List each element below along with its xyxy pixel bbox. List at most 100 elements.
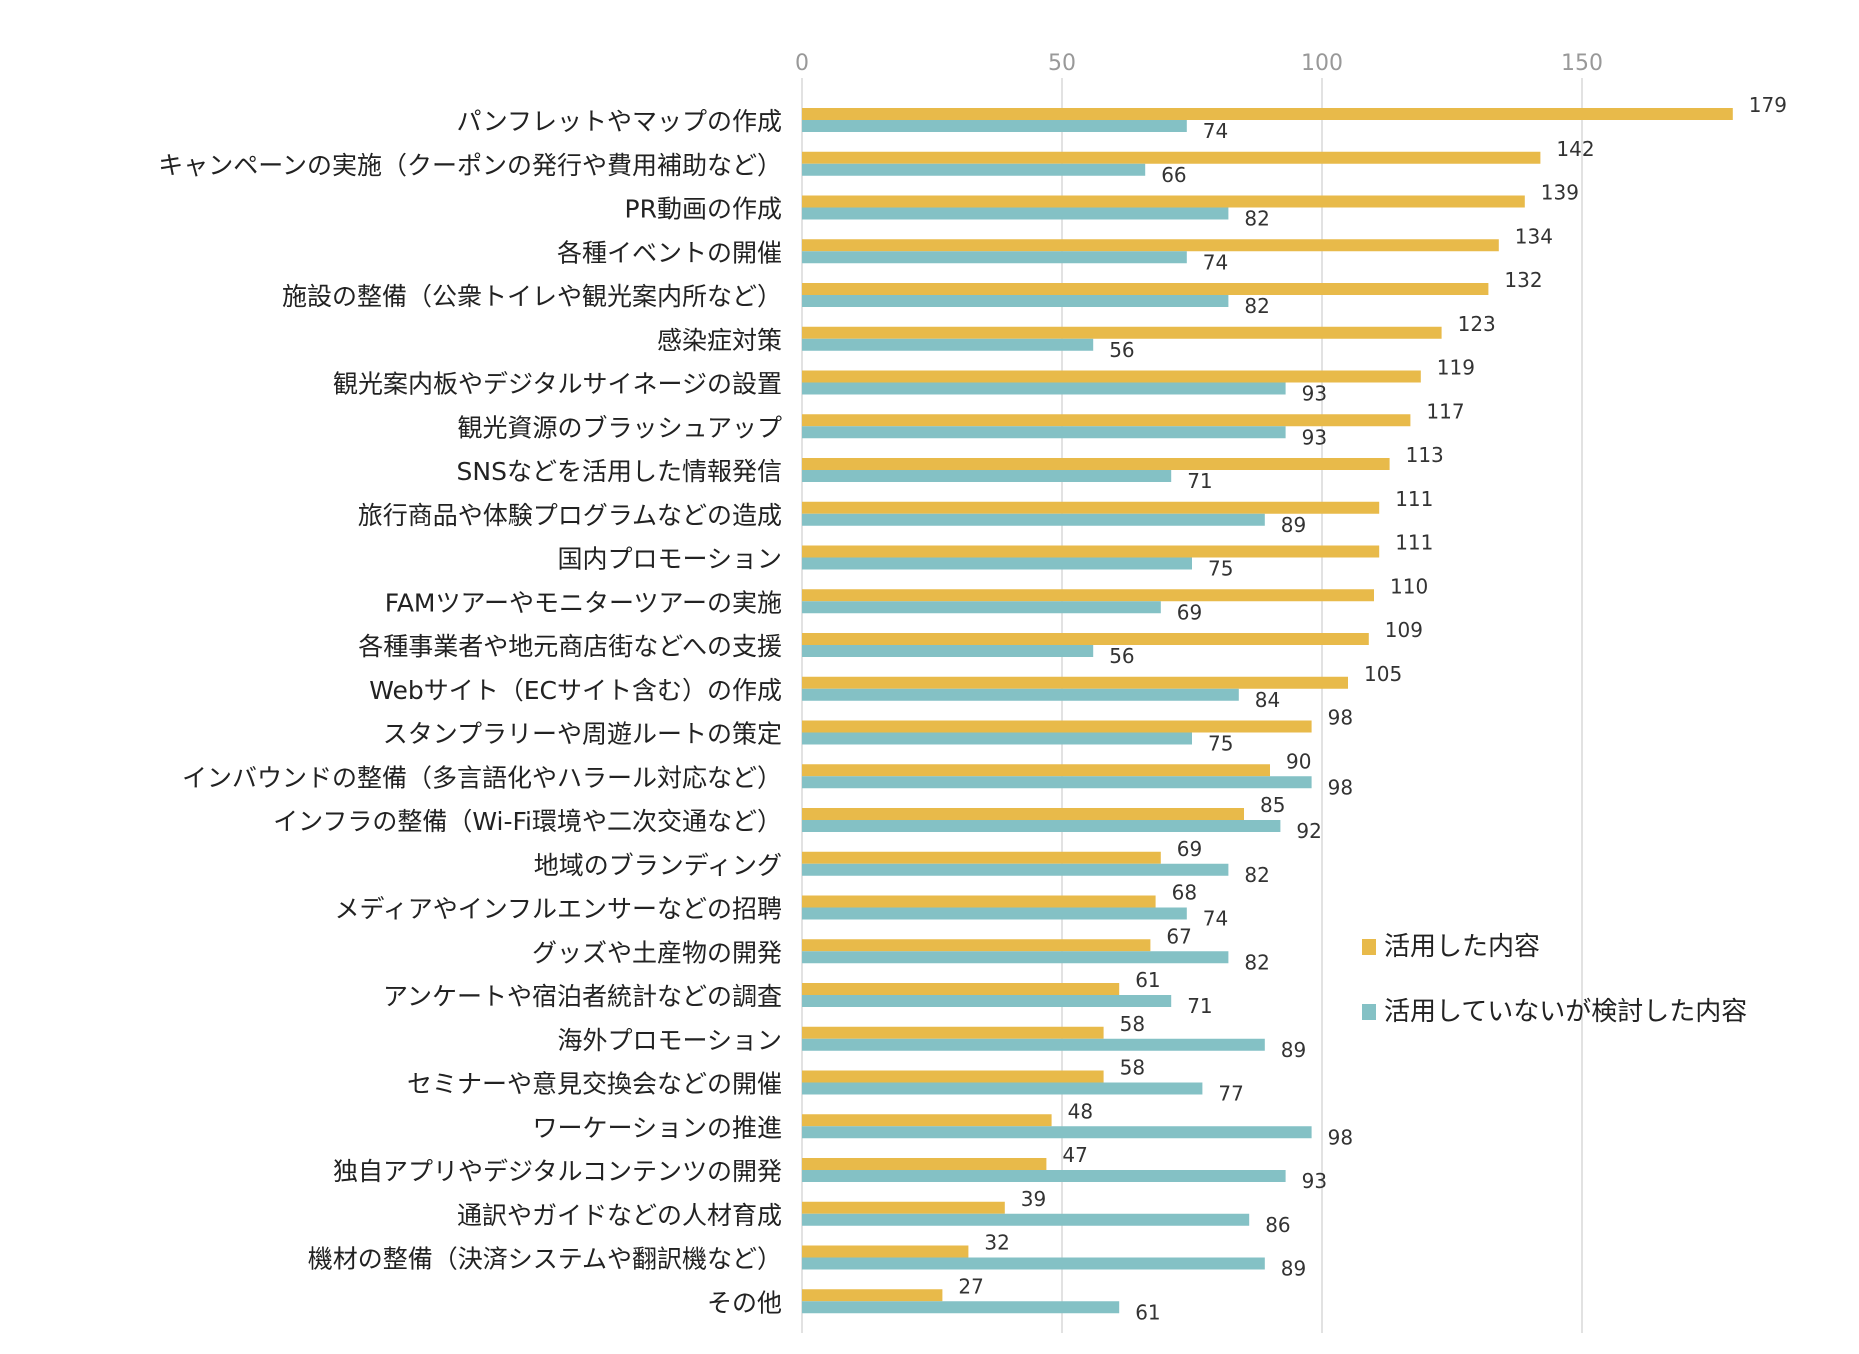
data-label: 86	[1265, 1213, 1290, 1237]
category-label: 海外プロモーション	[557, 1026, 782, 1055]
category-label: 国内プロモーション	[557, 545, 782, 574]
bar-used	[802, 895, 1156, 908]
bar-considered	[802, 863, 1229, 876]
data-label: 47	[1062, 1143, 1087, 1167]
data-label: 32	[984, 1231, 1009, 1255]
category-label: Webサイト（ECサイト含む）の作成	[369, 676, 782, 705]
category-label: 観光資源のブラッシュアップ	[457, 413, 782, 442]
legend-label: 活用していないが検討した内容	[1384, 997, 1747, 1027]
category-label: パンフレットやマップの作成	[456, 107, 782, 136]
bar-used	[802, 1289, 943, 1302]
category-label: SNSなどを活用した情報発信	[457, 457, 782, 486]
bar-used	[802, 676, 1348, 689]
bar-used	[802, 851, 1161, 864]
bar-used	[802, 1026, 1104, 1039]
bar-considered	[802, 907, 1187, 920]
category-label: 各種事業者や地元商店街などへの支援	[358, 632, 782, 661]
x-tick-label: 100	[1301, 51, 1343, 76]
data-label: 58	[1120, 1012, 1145, 1036]
category-label: PR動画の作成	[625, 195, 782, 224]
data-label: 58	[1120, 1056, 1145, 1080]
bar-considered	[802, 601, 1161, 614]
bar-considered	[802, 1170, 1286, 1182]
bar-considered	[802, 1126, 1312, 1139]
bar-considered	[802, 776, 1312, 789]
bar-used	[802, 326, 1442, 339]
bar-considered	[802, 426, 1286, 439]
data-label: 82	[1244, 950, 1269, 974]
bar-used	[802, 1158, 1047, 1170]
data-label: 82	[1244, 294, 1269, 318]
category-label: 各種イベントの開催	[557, 238, 782, 267]
data-label: 74	[1203, 250, 1228, 274]
bar-considered	[802, 295, 1229, 307]
data-label: 84	[1255, 688, 1280, 712]
data-label: 27	[958, 1274, 983, 1298]
category-label: 観光案内板やデジタルサイネージの設置	[333, 370, 782, 399]
category-label: ワーケーションの推進	[532, 1113, 782, 1142]
bar-considered	[802, 338, 1094, 351]
category-label: 感染症対策	[657, 326, 782, 355]
data-label: 48	[1068, 1099, 1093, 1123]
bar-considered	[802, 995, 1172, 1007]
data-label: 109	[1385, 618, 1423, 642]
data-label: 139	[1541, 181, 1579, 205]
data-label: 61	[1135, 1300, 1160, 1324]
bar-considered	[802, 820, 1281, 832]
category-label: 通訳やガイドなどの人材育成	[457, 1201, 782, 1230]
data-label: 93	[1302, 382, 1327, 406]
category-label: グッズや土産物の開発	[532, 938, 782, 967]
bar-considered	[802, 120, 1187, 132]
data-label: 113	[1406, 443, 1444, 467]
category-label: 施設の整備（公衆トイレや観光案内所など）	[282, 282, 782, 311]
bar-used	[802, 108, 1733, 120]
bar-considered	[802, 951, 1229, 964]
data-label: 75	[1208, 732, 1233, 756]
data-label: 117	[1426, 399, 1464, 423]
bar-considered	[802, 557, 1192, 570]
bar-used	[802, 1070, 1104, 1083]
x-tick-label: 0	[795, 51, 809, 76]
bar-used	[802, 983, 1120, 995]
bar-used	[802, 720, 1312, 733]
data-label: 93	[1302, 1169, 1327, 1193]
data-label: 142	[1556, 137, 1594, 161]
x-tick-label: 150	[1561, 51, 1603, 76]
data-label: 134	[1515, 224, 1553, 248]
data-label: 123	[1458, 312, 1496, 336]
data-label: 111	[1395, 531, 1433, 555]
category-label: スタンプラリーや周遊ルートの策定	[383, 720, 782, 749]
data-label: 61	[1135, 968, 1160, 992]
category-label: FAMツアーやモニターツアーの実施	[385, 588, 782, 617]
category-label: 機材の整備（決済システムや翻訳機など）	[308, 1245, 782, 1274]
data-label: 89	[1281, 1257, 1306, 1281]
data-label: 82	[1244, 863, 1269, 887]
bar-considered	[802, 163, 1146, 176]
data-label: 82	[1244, 207, 1269, 231]
data-label: 89	[1281, 1038, 1306, 1062]
data-label: 66	[1161, 163, 1186, 187]
data-label: 98	[1328, 706, 1353, 730]
category-label: 地域のブランディング	[534, 851, 782, 880]
bar-used	[802, 195, 1525, 208]
bar-used	[802, 458, 1390, 470]
category-label: メディアやインフルエンサーなどの招聘	[334, 895, 782, 924]
data-label: 179	[1749, 93, 1787, 117]
category-label: インフラの整備（Wi-Fi環境や二次交通など）	[273, 807, 782, 836]
x-tick-label: 50	[1048, 51, 1076, 76]
data-label: 98	[1328, 775, 1353, 799]
data-label: 110	[1390, 574, 1428, 598]
category-label: その他	[707, 1288, 782, 1317]
bar-used	[802, 764, 1270, 777]
data-label: 69	[1177, 837, 1202, 861]
data-label: 67	[1166, 924, 1191, 948]
bar-considered	[802, 470, 1172, 482]
data-label: 119	[1437, 356, 1475, 380]
data-label: 56	[1109, 644, 1134, 668]
category-label: インバウンドの整備（多言語化やハラール対応など）	[182, 763, 782, 792]
bar-considered	[802, 645, 1094, 657]
category-label: 独自アプリやデジタルコンテンツの開発	[333, 1157, 782, 1186]
category-label: 旅行商品や体験プログラムなどの造成	[358, 501, 782, 530]
legend-swatch	[1362, 939, 1376, 955]
